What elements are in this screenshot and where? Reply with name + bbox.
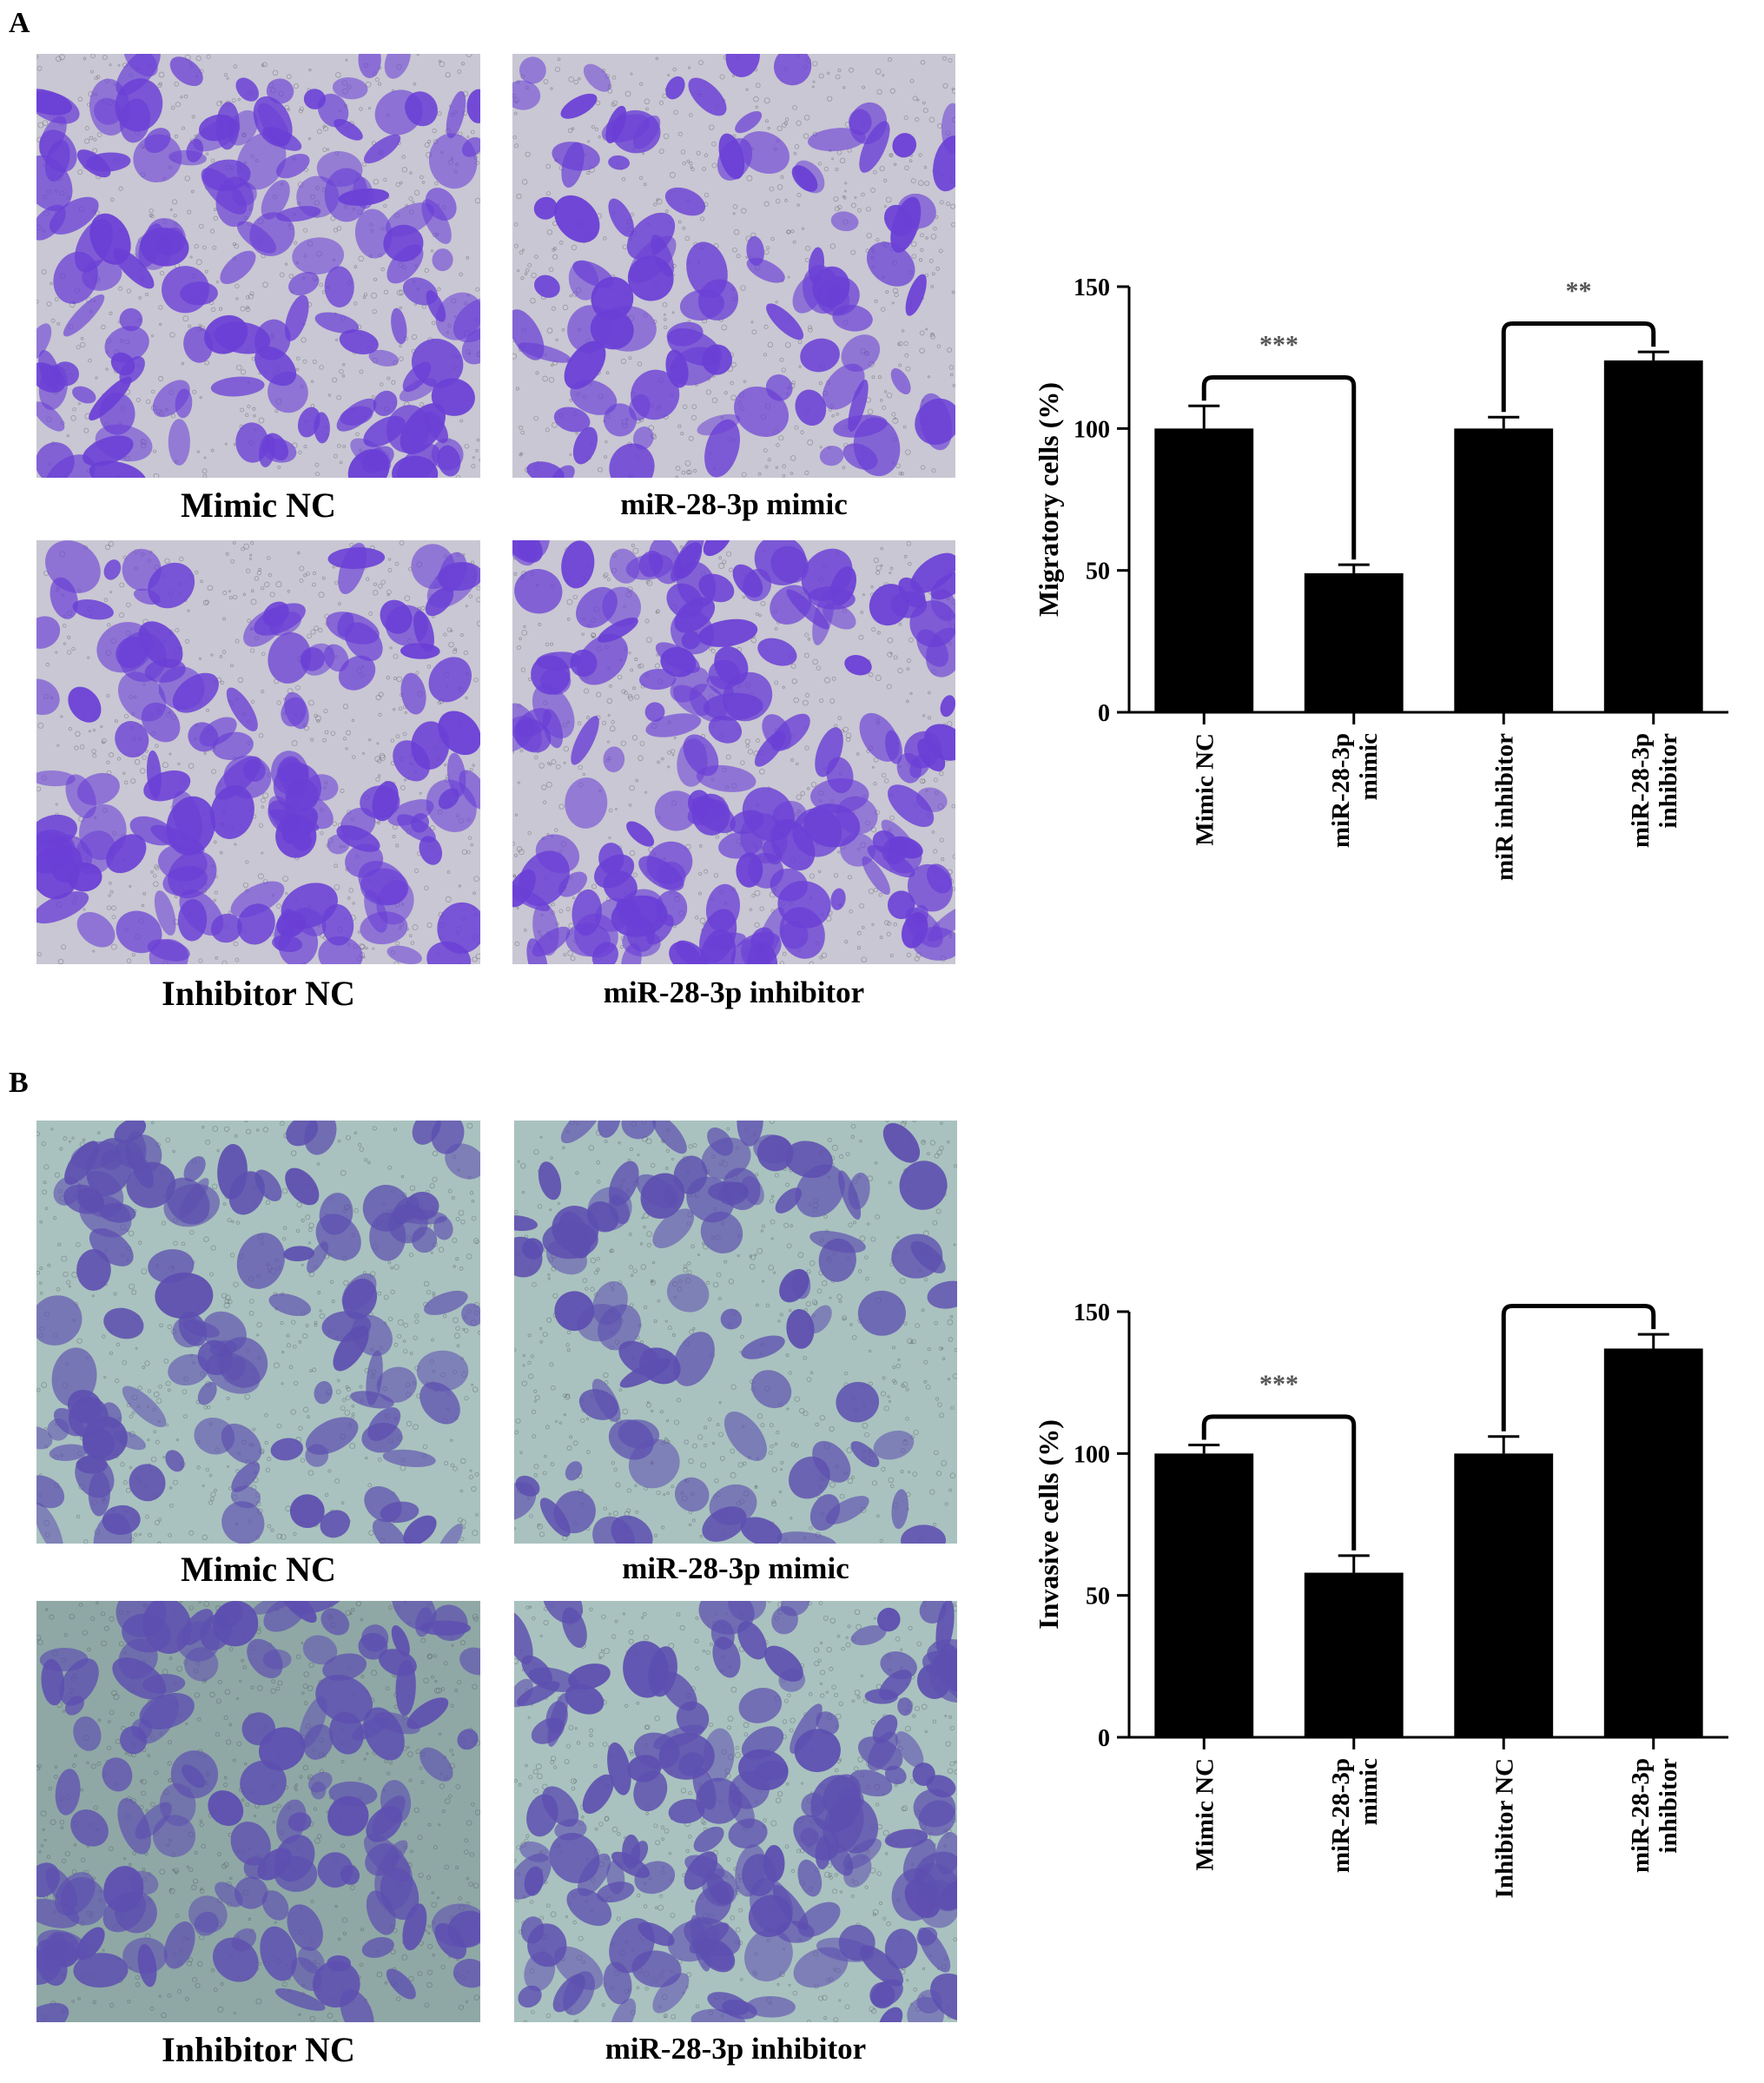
x-tick-label-line: miR inhibitor — [1490, 733, 1518, 881]
significance-bracket — [1201, 375, 1357, 560]
migration-bar-chart: 0 50 100 150 Migratory cells (%) Mimic NC miR-… — [990, 261, 1754, 947]
x-tick-label-line: inhibitor — [1655, 1758, 1682, 1854]
caption-a-1: Mimic NC — [181, 486, 336, 525]
significance-label: ** — [1566, 276, 1592, 305]
y-tick-label: 150 — [1074, 1299, 1110, 1326]
error-bar — [1488, 415, 1520, 429]
x-tick-label-line: inhibitor — [1655, 733, 1682, 829]
error-bar — [1188, 1444, 1220, 1454]
error-bar — [1338, 563, 1370, 573]
x-tick-label-line: Mimic NC — [1191, 1758, 1219, 1871]
x-tick-label-line: mimic — [1355, 1758, 1383, 1825]
y-tick-label: 100 — [1074, 1441, 1110, 1468]
significance-label: *** — [1259, 1370, 1298, 1399]
chart-svg: 0 50 100 150 Invasive cells (%) Mimic NC miR-2… — [1033, 1286, 1728, 1898]
y-tick-label: 50 — [1086, 1584, 1110, 1610]
caption-b-1: Mimic NC — [181, 1550, 336, 1589]
x-tick-label: Mimic NC — [1191, 1758, 1219, 1871]
micrograph-texture — [36, 1601, 480, 2022]
micrograph-texture — [514, 1601, 957, 2022]
error-bar — [1188, 404, 1220, 429]
y-tick-label: 0 — [1098, 700, 1110, 727]
bar — [1154, 1453, 1254, 1737]
y-tick-label: 50 — [1086, 559, 1110, 585]
panel-letter-b: B — [9, 1067, 29, 1099]
bar — [1603, 1348, 1703, 1737]
caption-b-3: Inhibitor NC — [162, 2030, 355, 2069]
x-tick-label-line: miR-28-3p — [1327, 733, 1355, 848]
error-bar — [1637, 350, 1669, 360]
x-tick-label: Mimic NC — [1191, 733, 1219, 846]
caption-b-2: miR-28-3p mimic — [622, 1551, 849, 1585]
micrograph-b-3 — [36, 1601, 480, 2022]
micrograph-texture — [36, 54, 480, 478]
x-tick-label: miR-28-3p mimic — [1327, 1758, 1383, 1873]
caption-a-3: Inhibitor NC — [162, 974, 355, 1013]
x-tick-label: miR inhibitor — [1490, 733, 1518, 881]
bar — [1154, 428, 1254, 712]
error-bar — [1338, 1554, 1370, 1573]
error-bar — [1637, 1332, 1669, 1349]
caption-a-4: miR-28-3p inhibitor — [603, 975, 865, 1009]
bar — [1304, 572, 1404, 712]
x-tick-label-line: miR-28-3p — [1627, 733, 1655, 848]
x-tick-label-line: Inhibitor NC — [1490, 1758, 1518, 1898]
bar — [1454, 1453, 1554, 1737]
panel-letter-a: A — [9, 7, 30, 39]
micrograph-b-1 — [36, 1121, 480, 1544]
caption-b-4: miR-28-3p inhibitor — [605, 2032, 867, 2066]
caption-a-2: miR-28-3p mimic — [620, 487, 848, 521]
significance-label: ** — [1566, 1286, 1592, 1287]
significance-bracket — [1501, 321, 1656, 413]
micrograph-texture — [512, 540, 955, 964]
y-tick-label: 0 — [1098, 1725, 1110, 1752]
micrograph-a-2 — [512, 54, 955, 478]
x-tick-label-line: miR-28-3p — [1627, 1758, 1655, 1873]
x-tick-label: miR-28-3p inhibitor — [1627, 733, 1682, 848]
micrograph-b-2 — [514, 1121, 957, 1544]
x-tick-label: miR-28-3p mimic — [1327, 733, 1383, 848]
micrograph-texture — [36, 540, 480, 964]
bar — [1454, 428, 1554, 712]
x-tick-label-line: mimic — [1355, 733, 1383, 800]
bar — [1603, 360, 1703, 712]
invasion-bar-chart: 0 50 100 150 Invasive cells (%) Mimic NC miR-2… — [990, 1286, 1754, 1972]
micrograph-a-1 — [36, 54, 480, 478]
micrograph-texture — [514, 1121, 957, 1544]
significance-bracket — [1501, 1303, 1656, 1432]
micrograph-a-4 — [512, 540, 955, 964]
y-tick-label: 150 — [1074, 274, 1110, 301]
significance-label: *** — [1259, 331, 1298, 360]
micrograph-a-3 — [36, 540, 480, 964]
y-axis-label: Invasive cells (%) — [1033, 1419, 1064, 1630]
y-axis-label: Migratory cells (%) — [1033, 382, 1064, 617]
micrograph-texture — [36, 1121, 480, 1544]
x-tick-label: Inhibitor NC — [1490, 1758, 1518, 1898]
chart-svg: 0 50 100 150 Migratory cells (%) Mimic NC miR-… — [1033, 274, 1728, 881]
x-tick-label-line: Mimic NC — [1191, 733, 1219, 846]
error-bar — [1488, 1435, 1520, 1454]
bar — [1304, 1572, 1404, 1737]
x-tick-label: miR-28-3p inhibitor — [1627, 1758, 1682, 1873]
y-tick-label: 100 — [1074, 416, 1110, 443]
x-tick-label-line: miR-28-3p — [1327, 1758, 1355, 1873]
micrograph-b-4 — [514, 1601, 957, 2022]
micrograph-texture — [512, 54, 955, 478]
significance-bracket — [1201, 1414, 1357, 1551]
